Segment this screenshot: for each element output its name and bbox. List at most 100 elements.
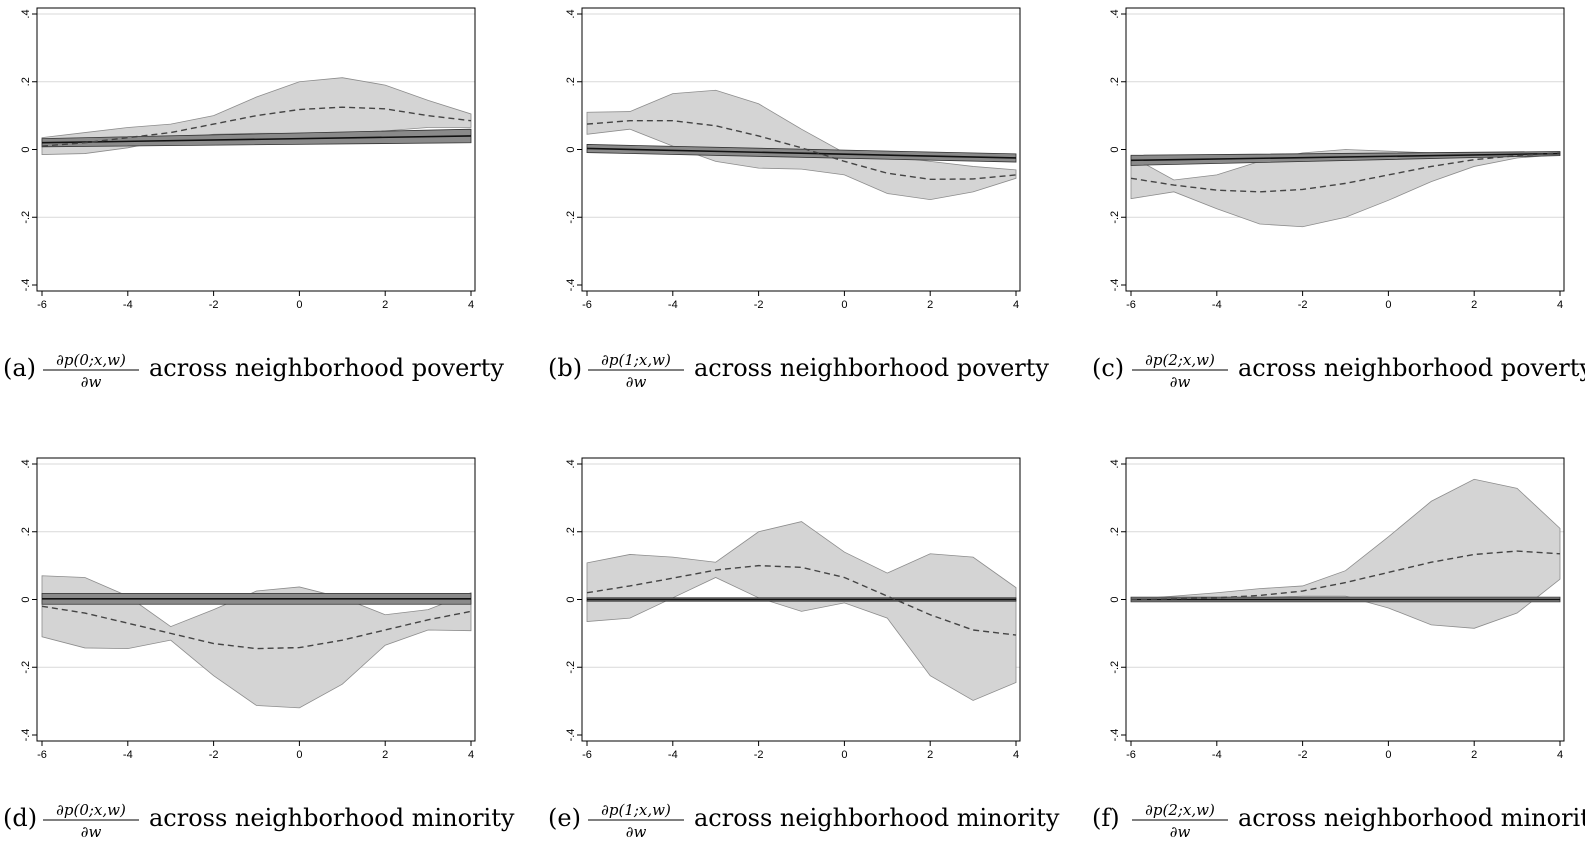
x-tick-label: -4 — [1212, 299, 1222, 311]
panel-c: -.4 -.2 0 .2 .4 -6 -4 -2 0 2 4 (c) ∂p(2;x,w) ∂w across… — [1092, 7, 1585, 391]
caption-numerator: ∂p(2;x,w) — [1145, 801, 1215, 819]
dashed-mean-line — [1130, 152, 1561, 193]
x-tick-label: -4 — [123, 299, 133, 311]
y-tick-label: 0 — [20, 146, 32, 152]
x-tick-label: 0 — [1385, 749, 1391, 761]
y-tick-label: 0 — [1109, 596, 1121, 602]
caption-text: across neighborhood minority — [694, 804, 1060, 832]
x-tick-label: 4 — [468, 749, 474, 761]
y-tick-label: .4 — [1109, 9, 1121, 18]
y-tick-label: -.2 — [565, 211, 577, 224]
panel-a: -.4 -.2 0 .2 .4 -6 -4 -2 0 2 4 (a) ∂p(0;x,w) ∂w across… — [3, 7, 504, 391]
panel-e: -.4 -.2 0 .2 .4 -6 -4 -2 0 2 4 (e) ∂p(1;x,w) ∂w across… — [548, 457, 1060, 841]
y-tick-label: .4 — [20, 9, 32, 18]
x-tick-label: 2 — [927, 749, 933, 761]
dashed-mean-line — [586, 120, 1017, 181]
dashed-mean-line — [41, 106, 472, 147]
x-tick-label: 2 — [382, 749, 388, 761]
x-tick-label: 4 — [1013, 299, 1019, 311]
confidence-band — [586, 521, 1017, 701]
x-tick-label: -6 — [582, 749, 592, 761]
x-tick-label: -2 — [209, 749, 219, 761]
caption-denominator: ∂w — [1170, 823, 1191, 841]
y-tick-label: 0 — [565, 146, 577, 152]
caption-text: across neighborhood poverty — [694, 354, 1049, 382]
dashed-mean-line — [586, 564, 1017, 636]
y-tick-label: .2 — [1109, 527, 1121, 536]
x-tick-label: 2 — [382, 299, 388, 311]
x-tick-label: 2 — [1471, 299, 1477, 311]
y-tick-label: -.2 — [1109, 661, 1121, 674]
x-tick-label: -4 — [1212, 749, 1222, 761]
y-tick-label: .4 — [1109, 459, 1121, 468]
confidence-band — [41, 575, 472, 709]
x-tick-label: 0 — [296, 299, 302, 311]
x-tick-label: -2 — [1298, 299, 1308, 311]
x-tick-label: 4 — [468, 299, 474, 311]
caption-denominator: ∂w — [1170, 373, 1191, 391]
panel-d: -.4 -.2 0 .2 .4 -6 -4 -2 0 2 4 (d) ∂p(0;x,w) ∂w across… — [3, 457, 515, 841]
y-tick-label: 0 — [1109, 146, 1121, 152]
y-tick-label: .4 — [20, 459, 32, 468]
x-tick-label: 2 — [927, 299, 933, 311]
x-tick-label: 4 — [1557, 749, 1563, 761]
y-tick-label: -.2 — [565, 661, 577, 674]
caption-numerator: ∂p(2;x,w) — [1145, 351, 1215, 369]
linear-fit-line — [41, 135, 472, 144]
y-tick-label: -.4 — [565, 729, 577, 742]
y-tick-label: -.4 — [1109, 729, 1121, 742]
linear-fit-band — [41, 128, 472, 148]
x-tick-label: -4 — [668, 299, 678, 311]
x-tick-label: -2 — [209, 299, 219, 311]
confidence-band — [586, 89, 1017, 201]
caption-label: (b) — [548, 354, 582, 382]
caption-label: (e) — [548, 804, 581, 832]
y-tick-label: .2 — [1109, 77, 1121, 86]
x-tick-label: 2 — [1471, 749, 1477, 761]
y-tick-label: .4 — [565, 459, 577, 468]
caption-numerator: ∂p(0;x,w) — [56, 801, 126, 819]
x-tick-label: -6 — [582, 299, 592, 311]
x-tick-label: -4 — [668, 749, 678, 761]
x-tick-label: 0 — [841, 749, 847, 761]
y-tick-label: .2 — [20, 527, 32, 536]
caption-denominator: ∂w — [626, 823, 647, 841]
y-tick-label: -.4 — [1109, 279, 1121, 292]
y-tick-label: .4 — [565, 9, 577, 18]
x-tick-label: -2 — [754, 299, 764, 311]
x-tick-label: 0 — [1385, 299, 1391, 311]
y-tick-label: -.2 — [1109, 211, 1121, 224]
caption-label: (d) — [3, 804, 37, 832]
caption-text: across neighborhood poverty — [149, 354, 504, 382]
caption-numerator: ∂p(0;x,w) — [56, 351, 126, 369]
x-tick-label: -2 — [754, 749, 764, 761]
caption-denominator: ∂w — [81, 373, 102, 391]
x-tick-label: -2 — [1298, 749, 1308, 761]
caption-numerator: ∂p(1;x,w) — [601, 801, 671, 819]
y-tick-label: 0 — [565, 596, 577, 602]
dashed-mean-line — [41, 605, 472, 650]
x-tick-label: -6 — [1126, 299, 1136, 311]
x-tick-label: -4 — [123, 749, 133, 761]
y-tick-label: 0 — [20, 596, 32, 602]
caption-denominator: ∂w — [81, 823, 102, 841]
panel-b: -.4 -.2 0 .2 .4 -6 -4 -2 0 2 4 (b) ∂p(1;x,w) ∂w across… — [548, 7, 1049, 391]
y-tick-label: .2 — [20, 77, 32, 86]
caption-text: across neighborhood poverty — [1238, 354, 1585, 382]
y-tick-label: -.2 — [20, 211, 32, 224]
x-tick-label: -6 — [37, 749, 47, 761]
y-tick-label: -.4 — [20, 279, 32, 292]
x-tick-label: 0 — [296, 749, 302, 761]
confidence-band — [1130, 478, 1561, 629]
panel-f: -.4 -.2 0 .2 .4 -6 -4 -2 0 2 4 (f) ∂p(2;x,w) ∂w across… — [1092, 457, 1585, 841]
y-tick-label: .2 — [565, 77, 577, 86]
x-tick-label: 4 — [1557, 299, 1563, 311]
x-tick-label: 4 — [1013, 749, 1019, 761]
linear-fit-line — [586, 147, 1017, 159]
caption-text: across neighborhood minority — [149, 804, 515, 832]
caption-label: (f) — [1092, 804, 1120, 832]
caption-numerator: ∂p(1;x,w) — [601, 351, 671, 369]
caption-text: across neighborhood minority — [1238, 804, 1585, 832]
caption-denominator: ∂w — [626, 373, 647, 391]
